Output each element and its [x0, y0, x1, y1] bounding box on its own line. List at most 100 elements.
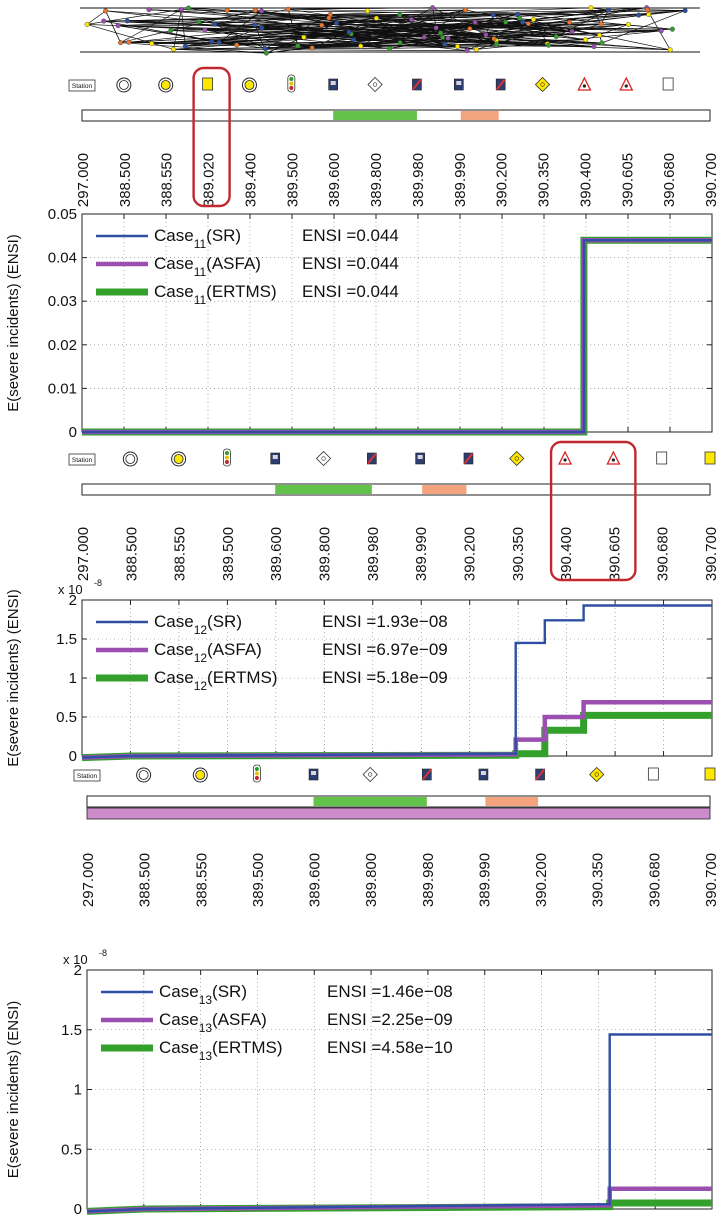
network-node: [472, 19, 478, 25]
legend-name-suffix: (SR): [206, 226, 241, 245]
y-tick-label: 2: [74, 962, 82, 979]
ensi-value: 1.93e−08: [376, 612, 447, 631]
speed-circle-icon: [116, 77, 132, 93]
network-node: [397, 40, 403, 46]
y-tick-label: 1.5: [61, 1022, 82, 1039]
legend-ensi: ENSI =2.25e−09: [327, 1010, 453, 1029]
legend-entry: Case13(ERTMS): [159, 1038, 283, 1063]
y-tick-label: 0: [69, 424, 77, 441]
legend-ensi: ENSI =1.93e−08: [322, 612, 448, 631]
legend-name-suffix: (ASFA): [207, 640, 262, 659]
white-board-shape: [662, 77, 674, 91]
y-axis-label: E(severe incidents) (ENSI): [5, 1001, 22, 1179]
diamond-icon: [362, 766, 378, 783]
legend-name-sub: 12: [194, 679, 208, 693]
network-edge: [211, 21, 476, 42]
km-label: 388.500: [137, 853, 154, 907]
network-edge: [367, 9, 466, 12]
speed-circle-yellow-icon: [171, 451, 187, 467]
km-label: 388.500: [117, 153, 134, 207]
y-tick-label: 0.5: [61, 1141, 82, 1158]
km-label: 389.980: [365, 527, 382, 581]
speed-circle-yellow-icon: [158, 77, 174, 93]
diamond-mark: [514, 456, 519, 461]
km-label: 390.680: [655, 527, 672, 581]
scale-exponent: -8: [94, 578, 102, 588]
blue-board-icon: [415, 452, 425, 465]
legend-ensi: ENSI =0.044: [302, 226, 399, 245]
blue-board-mark: [480, 771, 486, 775]
km-label: 390.350: [536, 153, 553, 207]
network-node: [101, 18, 107, 24]
track-bar: [81, 483, 711, 496]
network-node: [209, 38, 215, 44]
blue-board-mark: [311, 771, 317, 775]
pink-band: [86, 807, 711, 820]
warning-triangle-icon: [619, 76, 634, 91]
legend-name-suffix: (ERTMS): [207, 668, 278, 687]
station-board-label: Station: [72, 83, 93, 90]
network-edge: [312, 43, 497, 49]
legend-ensi: ENSI =0.044: [302, 254, 399, 273]
signal-lamp-yellow: [224, 455, 229, 460]
network-edge: [376, 14, 494, 19]
network-node: [185, 5, 191, 11]
network-edge: [118, 25, 266, 49]
diamond-shape: [534, 76, 551, 93]
slash-board-icon: [535, 768, 545, 781]
legend-name-base: Case: [159, 982, 199, 1001]
y-tick-label: 0.05: [48, 206, 77, 223]
km-label: 389.990: [476, 853, 493, 907]
warning-triangle-shape: [577, 76, 592, 91]
ensi-prefix: ENSI =: [302, 254, 356, 273]
signal-lamp-green: [289, 77, 294, 81]
network-node: [202, 27, 208, 33]
diamond-mark: [594, 772, 599, 777]
chart: 0 0.5 1 1.5 2x 10 -8 E(severe incidents) (ENSI…: [5, 578, 713, 767]
legend-entry: Case12(ERTMS): [154, 668, 278, 693]
slash-board-icon: [495, 78, 506, 91]
network-edge: [128, 14, 649, 43]
network-edge: [86, 10, 106, 25]
slash-board-mark: [367, 452, 377, 465]
speed-circle-icon: [136, 767, 152, 783]
network-node: [259, 25, 265, 31]
signal-lamp-green: [254, 767, 259, 771]
legend-name-suffix: (ERTMS): [212, 1038, 283, 1057]
network-node: [646, 11, 652, 17]
network-node: [438, 30, 444, 36]
km-label: 390.605: [606, 527, 623, 581]
network-node: [309, 45, 315, 51]
legend-entry: Case11(ERTMS): [154, 282, 277, 307]
scale-note: x 10: [63, 952, 88, 967]
network-node: [531, 16, 537, 22]
network-node: [364, 8, 370, 14]
blue-board-mark: [417, 455, 423, 459]
network-node: [234, 42, 240, 48]
yellow-square-shape: [704, 767, 716, 781]
network-edge: [227, 9, 486, 36]
white-board-icon: [647, 767, 659, 781]
speed-circle-inner: [160, 80, 171, 90]
blue-board-icon: [453, 78, 464, 91]
speed-circle-yellow-icon: [241, 77, 257, 93]
network-node: [517, 15, 523, 21]
slash-board-mark: [422, 768, 432, 781]
y-tick-label: 1: [69, 670, 77, 687]
network-node: [285, 6, 291, 12]
network-edge: [444, 24, 629, 45]
network-node: [598, 21, 604, 27]
blue-board-icon: [328, 78, 339, 91]
legend-name-sub: 12: [194, 651, 208, 665]
diamond-shape: [367, 76, 383, 93]
highlight-box: [192, 66, 231, 208]
km-label: 389.600: [268, 527, 285, 581]
legend-name-suffix: (SR): [212, 982, 247, 1001]
ensi-prefix: ENSI =: [322, 612, 376, 631]
network-node: [494, 41, 500, 47]
km-label: 389.800: [317, 527, 334, 581]
km-label: 389.990: [413, 527, 430, 581]
series-line-sr: [81, 604, 712, 759]
legend-name-suffix: (ASFA): [212, 1010, 267, 1029]
legend-ensi: ENSI =0.044: [302, 282, 399, 301]
